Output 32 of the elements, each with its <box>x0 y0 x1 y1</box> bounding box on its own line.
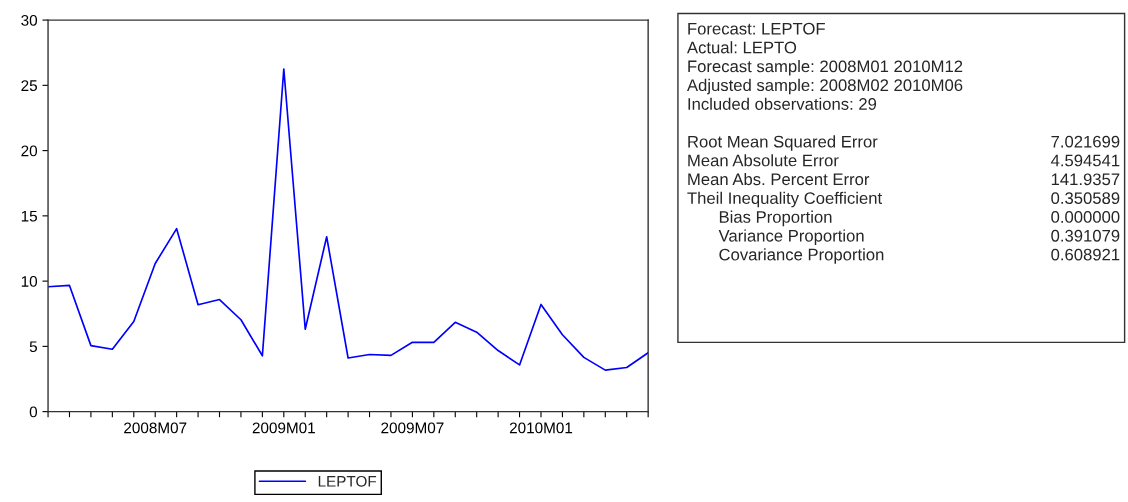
y-tick-label: 20 <box>21 145 38 157</box>
legend-label: LEPTOF <box>318 475 377 487</box>
y-tick-label: 30 <box>21 14 38 26</box>
text: Covariance Proportion <box>719 248 884 264</box>
x-tick-label: 2009M01 <box>252 422 315 434</box>
text: Variance Proportion <box>718 229 864 245</box>
text: Included observations: 29 <box>688 97 877 110</box>
text: Forecast sample: 2008M01 2010M12 <box>688 60 963 76</box>
text: 7.021699 <box>1051 135 1120 148</box>
y-tick-label: 25 <box>21 80 37 92</box>
text: Root Mean Squared Error <box>688 135 878 151</box>
text: 0.000000 <box>1051 211 1120 223</box>
text: Actual: LEPTO <box>686 41 797 54</box>
x-tick-label: 2010M01 <box>509 422 573 434</box>
text: 4.594541 <box>1050 154 1120 167</box>
text: 141.9357 <box>1051 173 1120 186</box>
text: Mean Absolute Error <box>688 154 839 167</box>
y-tick-label: 15 <box>21 210 37 222</box>
text: Adjusted sample: 2008M02 2010M06 <box>686 78 963 95</box>
x-tick-label: 2008M07 <box>124 422 187 434</box>
y-tick-label: 5 <box>29 341 37 353</box>
x-tick-label: 2009M07 <box>381 422 444 434</box>
text: Bias Proportion <box>719 210 832 227</box>
text: Theil Inequality Coefficient <box>687 191 883 208</box>
line-series <box>48 68 649 371</box>
y-tick-label: 10 <box>21 275 38 287</box>
text: 0.391079 <box>1051 229 1120 242</box>
text: Forecast: LEPTOF <box>688 22 825 35</box>
y-tick-label: 0 <box>29 406 38 418</box>
text: 0.350589 <box>1051 192 1120 205</box>
text: Mean Abs. Percent Error <box>688 172 870 186</box>
text: 0.608921 <box>1051 248 1120 261</box>
